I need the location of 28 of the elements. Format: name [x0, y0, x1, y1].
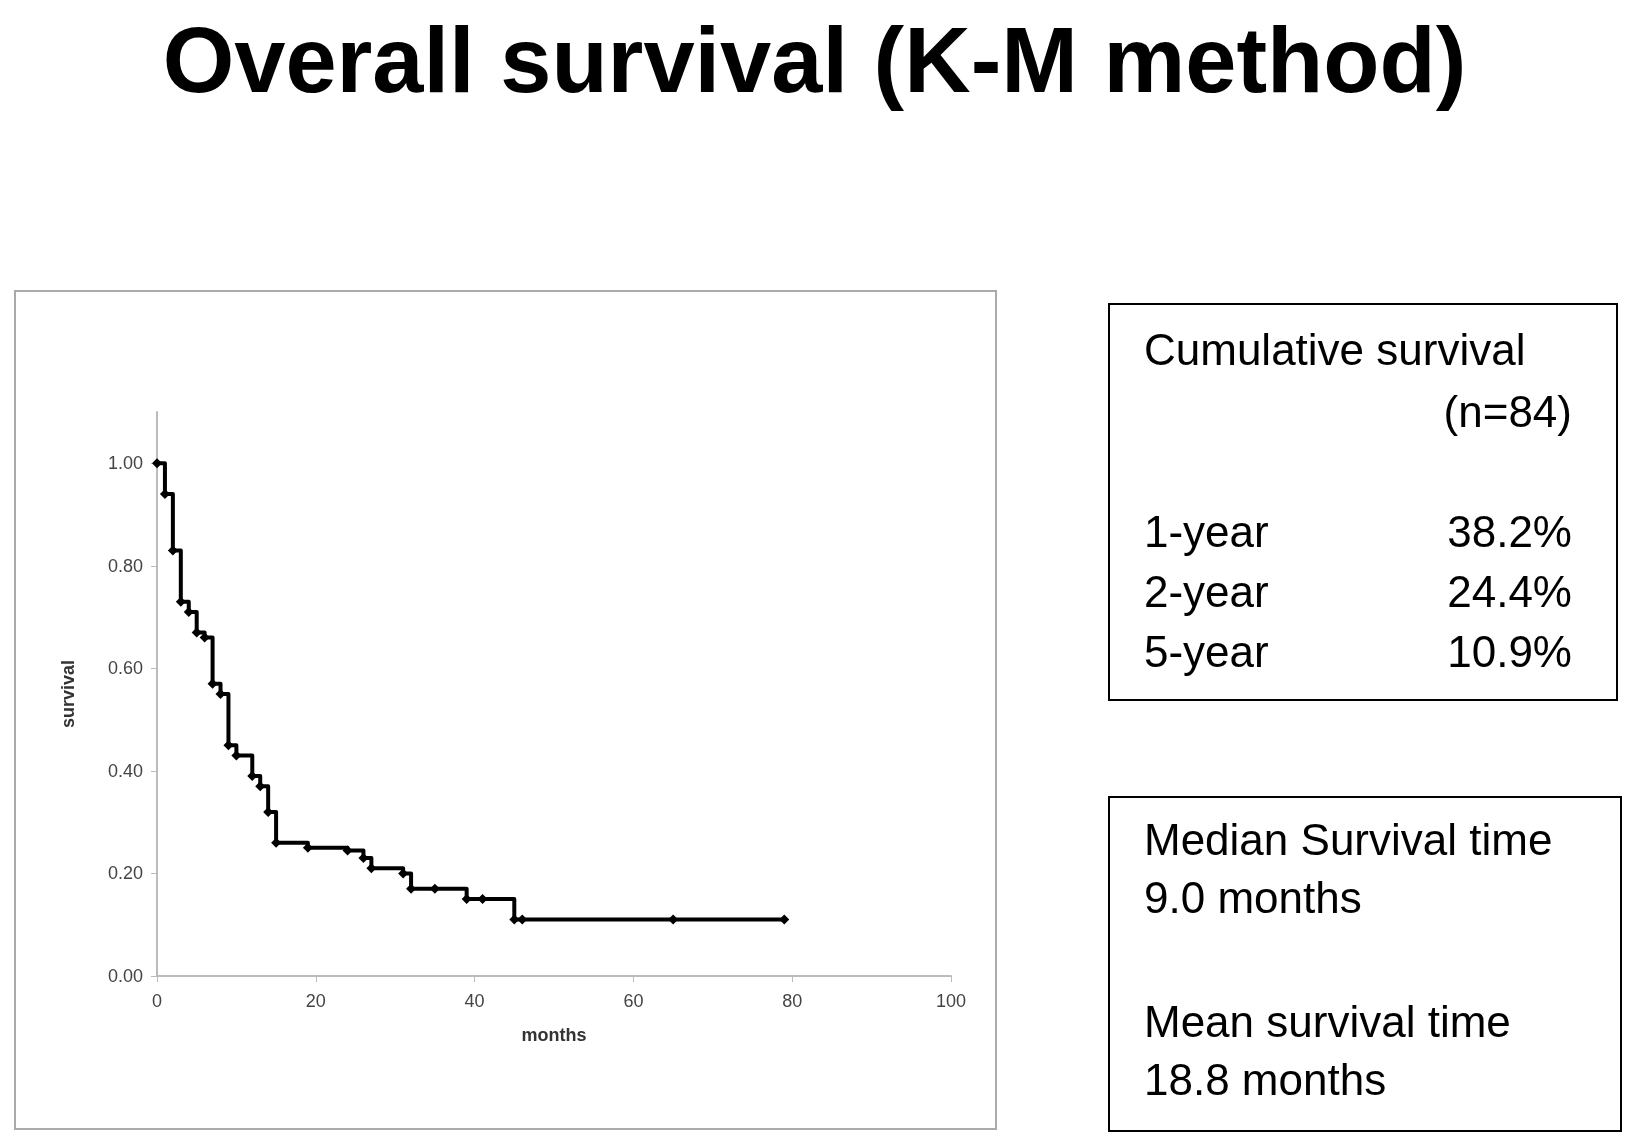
x-tick-label: 100 — [935, 991, 967, 1011]
x-tick-label: 40 — [464, 991, 485, 1011]
text: Mean survival time — [1144, 997, 1511, 1046]
text: 9.0 months — [1144, 873, 1362, 922]
text: 1-year — [1144, 507, 1269, 556]
x-tick-label: 80 — [782, 991, 803, 1011]
x-tick-label: 0 — [151, 991, 163, 1011]
text: 18.8 months — [1144, 1055, 1387, 1104]
text: 38.2% — [1447, 507, 1572, 556]
y-tick-label: 0.60 — [107, 658, 143, 679]
y-tick-label: 0.80 — [107, 555, 143, 576]
y-tick-label: 1.00 — [107, 453, 143, 474]
y-tick-label: 0.40 — [107, 760, 143, 781]
text: Cumulative survival — [1144, 325, 1526, 374]
y-tick-label: 0.00 — [107, 966, 143, 986]
y-axis-title: survival — [58, 659, 78, 729]
text: 24.4% — [1447, 567, 1572, 616]
x-tick-label: 60 — [623, 991, 644, 1011]
x-tick-label: 20 — [305, 991, 326, 1011]
text: 5-year — [1144, 627, 1269, 676]
y-tick-label: 0.20 — [107, 863, 143, 884]
x-axis-title: months — [521, 1025, 587, 1045]
chart-title: Overall survival (K-M method) — [161, 8, 1468, 113]
point — [152, 458, 162, 469]
text: Median Survival time — [1144, 815, 1553, 864]
text: 2-year — [1144, 567, 1269, 616]
text: (n=84) — [1443, 387, 1572, 436]
text: 10.9% — [1447, 627, 1572, 676]
